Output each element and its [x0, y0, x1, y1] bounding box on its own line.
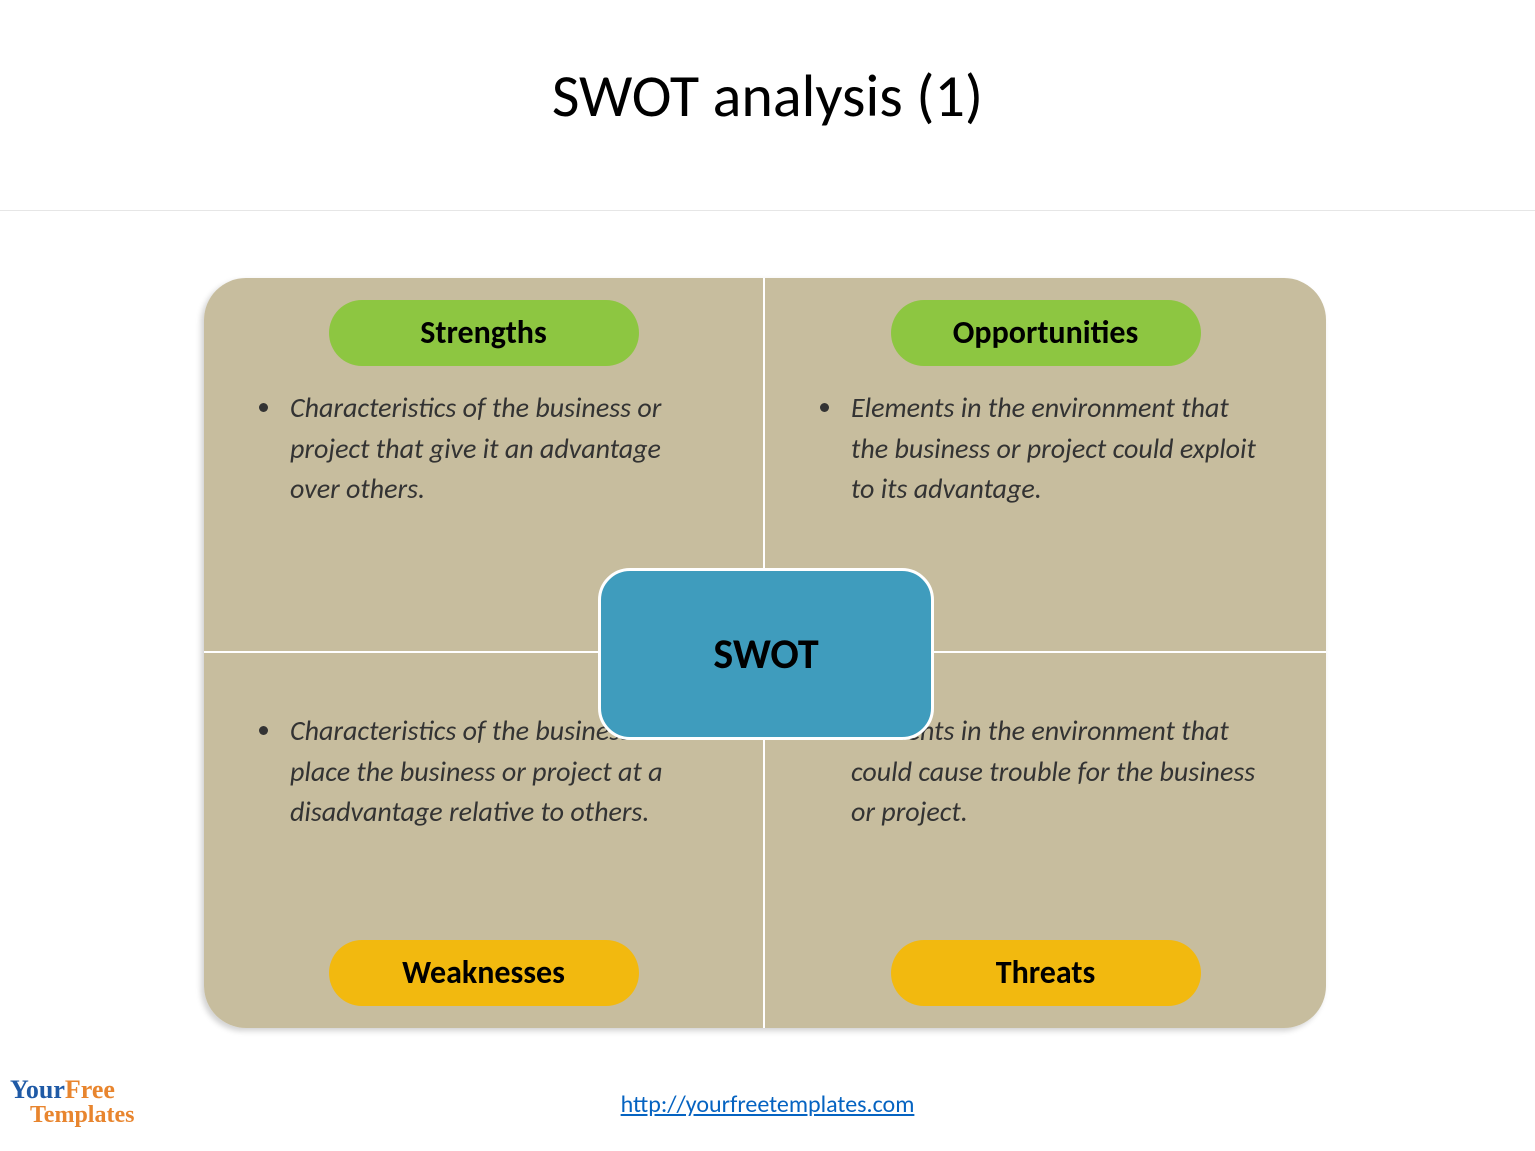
swot-grid: Strengths Characteristics of the busines… — [204, 278, 1326, 1028]
desc-opportunities-item: Elements in the environment that the bus… — [845, 388, 1286, 510]
pill-threats: Threats — [891, 940, 1201, 1006]
logo-free: Free — [65, 1075, 115, 1104]
logo-your: Your — [10, 1075, 65, 1104]
footer-link-container: http://yourfreetemplates.com — [0, 1090, 1535, 1119]
desc-strengths-item: Characteristics of the business or proje… — [284, 388, 723, 510]
desc-opportunities: Elements in the environment that the bus… — [805, 388, 1286, 510]
logo: YourFree Templates — [10, 1077, 134, 1127]
pill-strengths: Strengths — [329, 300, 639, 366]
logo-line1: YourFree — [10, 1077, 134, 1103]
pill-opportunities: Opportunities — [891, 300, 1201, 366]
swot-center-box: SWOT — [598, 568, 934, 740]
pill-weaknesses: Weaknesses — [329, 940, 639, 1006]
title-divider — [0, 210, 1535, 211]
slide-title: SWOT analysis (1) — [0, 60, 1535, 133]
slide: SWOT analysis (1) Strengths Characterist… — [0, 0, 1535, 1151]
logo-line2: Templates — [30, 1103, 134, 1127]
desc-strengths: Characteristics of the business or proje… — [244, 388, 723, 510]
footer-link[interactable]: http://yourfreetemplates.com — [621, 1090, 915, 1119]
